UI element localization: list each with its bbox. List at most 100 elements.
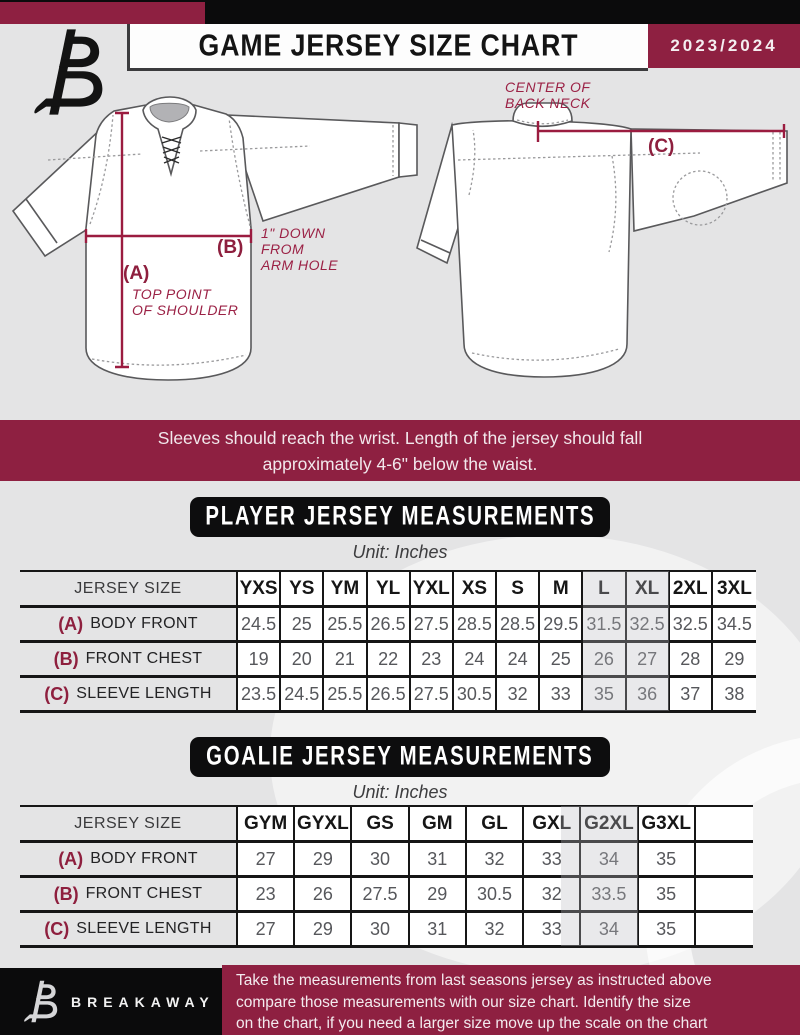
size-value-cell: 28: [669, 643, 713, 678]
size-column-header: GL: [466, 807, 525, 843]
size-value-cell: 34: [581, 913, 639, 948]
fit-note-banner: Sleeves should reach the wrist. Length o…: [0, 420, 800, 481]
size-column-header: 2XL: [669, 572, 713, 608]
size-value-cell: 23: [410, 643, 454, 678]
size-value-cell: 37: [669, 678, 713, 713]
row-label-text: FRONT CHEST: [85, 885, 203, 902]
size-value-cell: 29.5: [540, 608, 584, 643]
goalie-section-title: GOALIE JERSEY MEASUREMENTS: [206, 741, 594, 772]
size-value-cell: 20: [281, 643, 325, 678]
row-key: (B): [53, 648, 79, 669]
size-value-cell: 34: [581, 843, 639, 878]
size-value-cell: [695, 913, 753, 948]
size-value-cell: 27.5: [352, 878, 410, 913]
size-column-header: S: [497, 572, 541, 608]
goalie-section-header: GOALIE JERSEY MEASUREMENTS: [190, 737, 610, 777]
top-strip-accent: [0, 2, 205, 24]
note-b-line1: 1" DOWN: [261, 225, 326, 241]
row-label-text: BODY FRONT: [90, 850, 198, 867]
size-value-cell: 26.5: [367, 608, 411, 643]
size-value-cell: 32.5: [669, 608, 713, 643]
table-corner-label: JERSEY SIZE: [20, 572, 238, 608]
measurement-row-label: (B) FRONT CHEST: [20, 643, 238, 678]
goalie-unit-label: Unit: Inches: [352, 782, 448, 802]
row-key: (C): [44, 683, 70, 704]
size-value-cell: 26.5: [367, 678, 411, 713]
front-jersey-drawing: [11, 96, 418, 381]
size-value-cell: 30: [352, 843, 410, 878]
size-value-cell: 27: [238, 843, 296, 878]
note-c-line2: BACK NECK: [505, 95, 591, 111]
size-column-header: YL: [367, 572, 411, 608]
size-column-header: G3XL: [638, 807, 696, 843]
footer-line3: on the chart, if you need a larger size …: [236, 1015, 708, 1032]
label-c: (C): [648, 136, 674, 157]
size-value-cell: 23.5: [238, 678, 282, 713]
size-value-cell: 32: [466, 843, 525, 878]
measurement-row-label: (C) SLEEVE LENGTH: [20, 913, 238, 948]
size-value-cell: [695, 878, 753, 913]
goalie-measurements-table: JERSEY SIZE GYM GYXL GS GM GL GXL G2XL G3XL (A) BO…: [20, 805, 753, 948]
size-column-header: YXS: [238, 572, 282, 608]
player-section-header: PLAYER JERSEY MEASUREMENTS: [190, 497, 610, 537]
size-value-cell: 25.5: [324, 608, 368, 643]
back-jersey-drawing: [416, 102, 788, 378]
fit-note-line2: approximately 4-6" below the waist.: [262, 454, 538, 474]
brand-name: BREAKAWAY: [71, 993, 215, 1010]
size-value-cell: 21: [324, 643, 368, 678]
title-box: GAME JERSEY SIZE CHART: [127, 24, 648, 71]
breakaway-b-logo-footer-icon: [22, 979, 58, 1024]
size-value-cell: 31.5: [583, 608, 627, 643]
size-value-cell: 34.5: [712, 608, 756, 643]
size-value-cell: 24: [453, 643, 497, 678]
size-value-cell: 32.5: [626, 608, 670, 643]
size-value-cell: 29: [712, 643, 756, 678]
label-a: (A): [123, 263, 149, 284]
size-value-cell: 29: [295, 843, 353, 878]
size-value-cell: 33: [524, 913, 582, 948]
size-value-cell: 30.5: [453, 678, 497, 713]
size-column-header: G2XL: [581, 807, 639, 843]
size-value-cell: 24.5: [238, 608, 282, 643]
fit-note-line1: Sleeves should reach the wrist. Length o…: [157, 428, 643, 448]
size-value-cell: 32: [497, 678, 541, 713]
size-value-cell: 24.5: [281, 678, 325, 713]
size-column-header: XS: [453, 572, 497, 608]
size-value-cell: 27: [238, 913, 296, 948]
size-column-header: GM: [409, 807, 467, 843]
size-column-header: YS: [281, 572, 325, 608]
size-value-cell: 27.5: [410, 608, 454, 643]
size-value-cell: 26: [583, 643, 627, 678]
size-column-header: L: [583, 572, 627, 608]
breakaway-b-logo-icon: [30, 26, 104, 118]
size-column-header: YXL: [410, 572, 454, 608]
size-column-header: YM: [324, 572, 368, 608]
size-value-cell: 19: [238, 643, 282, 678]
size-value-cell: 28.5: [453, 608, 497, 643]
measurement-row-label: (A) BODY FRONT: [20, 608, 238, 643]
size-value-cell: 35: [638, 878, 696, 913]
size-value-cell: 26: [295, 878, 353, 913]
footer-line1: Take the measurements from last seasons …: [236, 972, 712, 989]
size-value-cell: 25.5: [324, 678, 368, 713]
season-box: 2023/2024: [648, 24, 800, 68]
size-value-cell: 33: [524, 843, 582, 878]
note-b-line2: FROM: [261, 241, 304, 257]
size-value-cell: 22: [367, 643, 411, 678]
row-key: (A): [58, 848, 84, 869]
size-column-header: GS: [352, 807, 410, 843]
footer-instructions: Take the measurements from last seasons …: [222, 965, 800, 1035]
player-measurements-table: JERSEY SIZE YXS YS YM YL YXL XS S M L XL 2XL 3XL (A) B…: [20, 570, 756, 713]
size-value-cell: 31: [409, 843, 467, 878]
footer-brand-box: BREAKAWAY: [0, 968, 222, 1035]
size-value-cell: 24: [497, 643, 541, 678]
size-column-header: GYM: [238, 807, 296, 843]
size-column-header: GYXL: [295, 807, 353, 843]
size-value-cell: 29: [295, 913, 353, 948]
size-value-cell: 33: [540, 678, 584, 713]
note-a-line2: OF SHOULDER: [132, 302, 238, 318]
measurement-row-label: (C) SLEEVE LENGTH: [20, 678, 238, 713]
size-value-cell: 25: [540, 643, 584, 678]
row-key: (A): [58, 613, 84, 634]
